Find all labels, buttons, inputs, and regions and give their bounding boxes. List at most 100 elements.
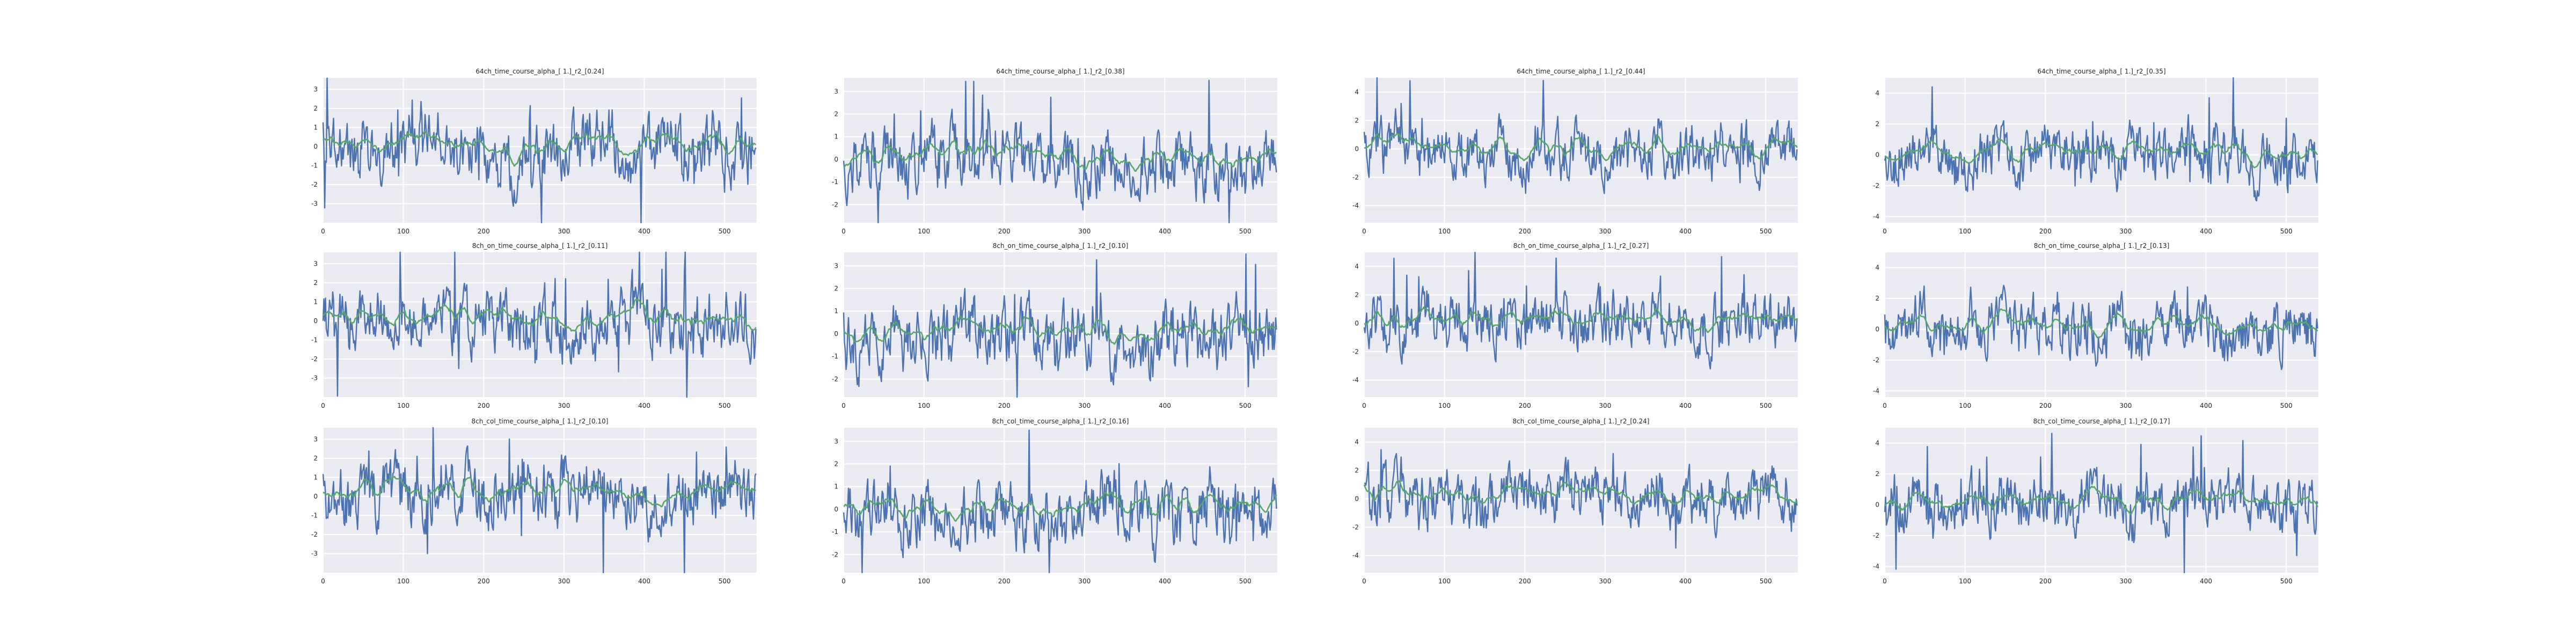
y-tick-label: 1 — [834, 308, 838, 315]
series-line-predicted — [1884, 138, 2318, 169]
subplot-title: 8ch_col_time_course_alpha_[ 1.]_r2_[0.24… — [1513, 418, 1650, 425]
series-line-measured — [1884, 284, 2318, 370]
x-tick-label: 200 — [2039, 402, 2052, 409]
x-tick-label: 500 — [1239, 402, 1252, 409]
y-tick-label: 2 — [1875, 295, 1879, 302]
x-tick-label: 100 — [397, 577, 409, 585]
y-tick-label: 1 — [313, 123, 318, 131]
x-tick-label: 100 — [918, 402, 930, 409]
series-line-predicted — [1884, 485, 2318, 515]
x-tick-label: 500 — [2280, 577, 2293, 585]
subplot-title: 8ch_on_time_course_alpha_[ 1.]_r2_[0.27] — [1513, 242, 1649, 250]
y-tick-label: 2 — [834, 111, 838, 118]
x-tick-label: 400 — [2200, 577, 2212, 585]
x-tick-label: 300 — [2119, 577, 2132, 585]
y-tick-label: 0 — [1875, 151, 1879, 159]
x-tick-label: 300 — [558, 577, 570, 585]
subplot-8: 0 100 200 300 400 500 -4 -2 0 2 4 8ch_on_time_cours… — [1873, 242, 2318, 409]
subplot-11: 0 100 200 300 400 500 -4 -2 0 2 4 8ch_col_time_cour… — [1352, 418, 1798, 585]
subplot-7: 0 100 200 300 400 500 -4 -2 0 2 4 8ch_on_time_cours… — [1352, 242, 1798, 409]
y-tick-label: -2 — [1873, 356, 1879, 364]
y-tick-label: -4 — [1873, 387, 1879, 395]
y-tick-label: 4 — [1875, 440, 1879, 447]
x-tick-label: 400 — [2200, 228, 2212, 235]
subplot-6: 0 100 200 300 400 500 -2 -1 0 1 2 3 8ch_on_time_cour… — [832, 242, 1277, 409]
y-tick-label: -3 — [311, 200, 318, 207]
x-tick-label: 0 — [321, 402, 325, 409]
y-tick-label: -2 — [311, 355, 318, 363]
x-tick-label: 500 — [2280, 228, 2293, 235]
subplot-3: 0 100 200 300 400 500 -4 -2 0 2 4 64ch_time_course_… — [1352, 68, 1798, 235]
y-tick-label: 3 — [313, 435, 318, 443]
y-tick-label: 3 — [313, 85, 318, 93]
x-tick-label: 500 — [719, 402, 731, 409]
y-tick-label: 4 — [1355, 88, 1359, 96]
series-line-predicted — [322, 130, 756, 167]
plot-area — [844, 428, 1277, 573]
y-tick-label: 3 — [834, 437, 838, 445]
series-line-measured — [1363, 77, 1798, 194]
subplot-2: 0 100 200 300 400 500 -2 -1 0 1 2 3 64ch_time_course… — [832, 68, 1277, 235]
subplot-title: 64ch_time_course_alpha_[ 1.]_r2_[0.44] — [1517, 68, 1645, 75]
series-line-measured — [843, 79, 1277, 224]
x-tick-label: 0 — [1362, 228, 1366, 235]
y-tick-label: -4 — [1873, 563, 1879, 570]
y-tick-label: 4 — [1355, 438, 1359, 445]
subplot-title: 64ch_time_course_alpha_[ 1.]_r2_[0.38] — [996, 68, 1124, 75]
x-tick-label: 500 — [1760, 577, 1772, 585]
x-tick-label: 200 — [1519, 577, 1531, 585]
series-line-predicted — [843, 315, 1277, 345]
subplot-12: 0 100 200 300 400 500 -4 -2 0 2 4 8ch_col_time_cour… — [1873, 418, 2318, 585]
x-tick-label: 0 — [321, 228, 325, 235]
y-tick-label: -1 — [311, 336, 318, 343]
series-line-measured — [1884, 433, 2318, 574]
x-tick-label: 0 — [1883, 402, 1887, 409]
x-tick-label: 300 — [1078, 402, 1091, 409]
y-tick-label: 0 — [834, 506, 838, 513]
y-tick-label: -1 — [311, 511, 318, 519]
y-tick-label: 0 — [313, 493, 318, 500]
x-tick-label: 0 — [1362, 577, 1366, 585]
y-tick-label: 1 — [834, 483, 838, 491]
y-tick-label: 4 — [1355, 262, 1359, 270]
x-tick-label: 300 — [1078, 228, 1091, 235]
x-tick-label: 200 — [1519, 402, 1531, 409]
subplot-title: 8ch_col_time_course_alpha_[ 1.]_r2_[0.17… — [2033, 418, 2170, 425]
y-tick-label: 2 — [313, 105, 318, 112]
x-tick-label: 400 — [2200, 402, 2212, 409]
subplot-5: 0 100 200 300 400 500 -3 -2 -1 0 1 2 3 8ch_on_time_co… — [311, 242, 757, 409]
y-tick-label: -3 — [311, 550, 318, 557]
y-tick-label: -4 — [1873, 213, 1879, 221]
series-line-measured — [322, 77, 757, 224]
y-tick-label: 3 — [313, 260, 318, 267]
y-tick-label: 1 — [313, 298, 318, 305]
x-tick-label: 300 — [1599, 402, 1611, 409]
x-tick-label: 300 — [2119, 228, 2132, 235]
x-tick-label: 300 — [1599, 228, 1611, 235]
y-tick-label: -2 — [832, 375, 838, 383]
x-tick-label: 500 — [1239, 228, 1252, 235]
x-tick-label: 0 — [1883, 228, 1887, 235]
y-tick-label: 0 — [313, 143, 318, 150]
x-tick-label: 200 — [2039, 577, 2052, 585]
x-tick-label: 0 — [321, 577, 325, 585]
y-tick-label: 2 — [1355, 466, 1359, 474]
x-tick-label: 400 — [1679, 402, 1692, 409]
y-tick-label: 0 — [1875, 501, 1879, 509]
gridlines — [1884, 78, 2318, 223]
plot-area — [844, 78, 1277, 223]
x-tick-label: 400 — [638, 228, 650, 235]
subplot-10: 0 100 200 300 400 500 -2 -1 0 1 2 3 8ch_col_time_cou… — [832, 418, 1277, 585]
series-line-predicted — [1364, 133, 1798, 162]
y-tick-label: -2 — [832, 551, 838, 558]
x-tick-label: 500 — [2280, 402, 2293, 409]
y-tick-label: 0 — [834, 156, 838, 163]
x-tick-label: 200 — [1519, 228, 1531, 235]
y-tick-label: -4 — [1352, 376, 1359, 384]
x-tick-label: 400 — [1159, 402, 1171, 409]
y-tick-label: 3 — [834, 262, 838, 269]
series-line-predicted — [1364, 306, 1798, 333]
subplot-title: 64ch_time_course_alpha_[ 1.]_r2_[0.24] — [475, 68, 604, 75]
y-tick-label: -2 — [1352, 348, 1359, 355]
